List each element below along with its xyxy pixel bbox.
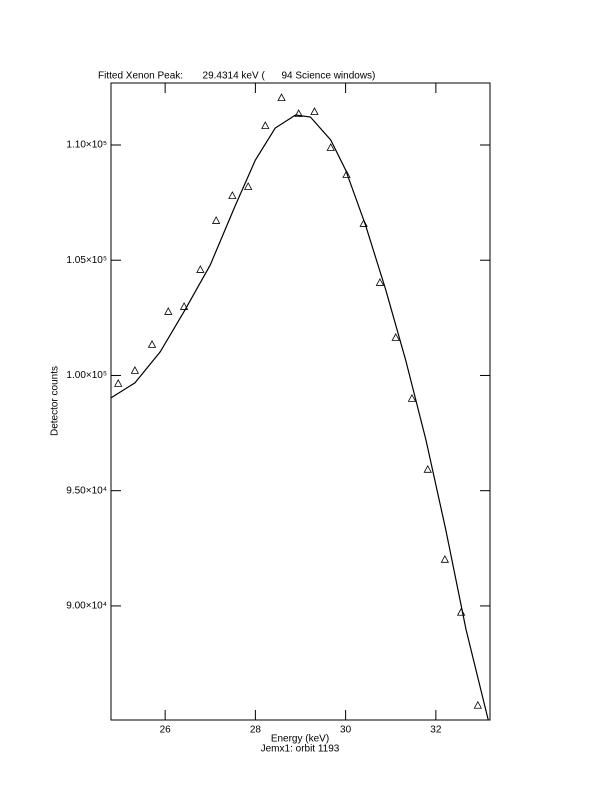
data-point [130,366,140,374]
y-axis-label: Detector counts [50,366,61,436]
data-point [375,278,385,286]
data-point [473,700,482,709]
data-point [423,464,432,473]
data-point [294,109,303,117]
x-tick-label: 26 [160,725,172,736]
x-axis-label: Energy (keV) [271,734,329,745]
data-point [243,182,253,190]
data-point [277,93,286,101]
y-tick-label: 1.05×10⁵ [66,255,107,266]
plot-frame [110,82,491,721]
data-point [228,191,237,199]
data-point [147,340,157,348]
data-point [310,107,319,115]
y-tick-label: 9.00×10⁴ [66,601,107,612]
y-tick-label: 1.10×10⁵ [66,140,107,151]
data-point [179,302,189,310]
x-tick-label: 28 [250,725,262,736]
data-point [407,394,417,402]
data-point [261,121,270,129]
data-point [440,554,450,563]
fit-line [110,114,489,720]
data-point [114,379,123,387]
data-point [211,216,221,224]
annotation: Jemx1: orbit 1193 [261,744,340,755]
data-point [391,333,400,341]
y-tick-label: 1.00×10⁵ [66,370,107,381]
data-point [164,307,173,315]
x-tick-label: 30 [340,725,352,736]
y-tick-label: 9.50×10⁴ [66,485,107,496]
chart-title: Fitted Xenon Peak: 29.4314 keV ( 94 Scie… [98,71,375,82]
data-point [196,265,205,273]
x-tick-label: 32 [430,725,442,736]
data-point [342,170,351,178]
data-point [326,143,335,151]
